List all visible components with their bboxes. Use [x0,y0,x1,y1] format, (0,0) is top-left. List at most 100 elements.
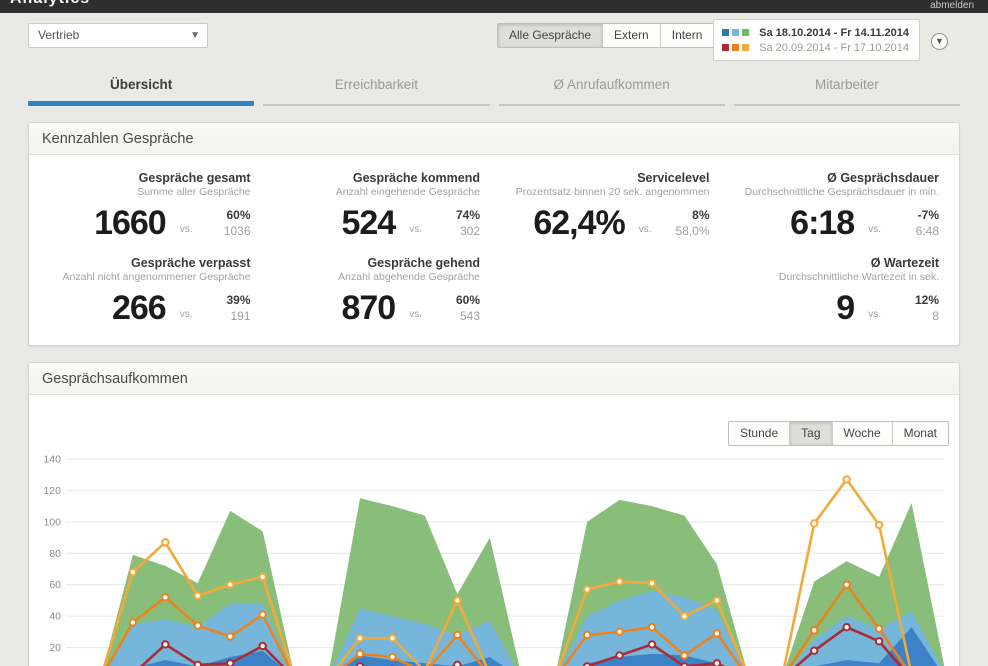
kpi-value: 62,4% [533,204,625,242]
kpi-gesprache-gesamt: Gespräche gesamt Summe aller Gespräche 166… [39,171,251,242]
chevron-down-icon: ▼ [190,30,200,41]
kpi-panel-title: Kennzahlen Gespräche [29,123,959,155]
calltype-button-extern[interactable]: Extern [602,24,660,47]
kpi-previous-value: 58,0% [675,224,710,238]
kpi-grid: Gespräche gesamt Summe aller Gespräche 166… [29,155,959,345]
top-bar: Analytics abmelden [0,0,988,13]
calltype-button-intern[interactable]: Intern [659,24,714,47]
tab-label: Übersicht [109,77,173,92]
kpi-value: 266 [111,289,167,327]
call-type-button-group: Alle Gespräche Extern Intern [497,23,715,48]
kpi-value: 870 [341,289,396,327]
svg-text:40: 40 [49,611,61,623]
kpi-subtitle: Anzahl abgehende Gespräche [338,271,480,283]
kpi-change-percent: -7% [917,208,939,222]
date-range-row[interactable]: Sa 18.10.2014 - Fr 14.11.2014 [722,25,909,40]
tab-mitarbeiter[interactable]: Mitarbeiter [733,71,960,106]
tab-erreichbarkeit[interactable]: Erreichbarkeit [263,71,490,106]
kpi-servicelevel: Servicelevel Prozentsatz binnen 20 sek. a… [498,171,710,240]
kpi-subtitle: Durchschnittliche Wartezeit in sek. [778,271,939,283]
app-title: Analytics [10,0,90,8]
filter-row: Vertrieb ▼ Alle Gespräche Extern Intern Sa… [28,13,960,65]
kpi-subtitle: Anzahl eingehende Gespräche [335,186,480,198]
tab-bar: Übersicht Erreichbarkeit Ø Anrufaufkommen M… [28,71,960,106]
kpi-change-percent: 8% [692,208,710,222]
chart-panel-title: Gesprächsaufkommen [29,363,959,395]
kpi-previous-value: 6:48 [915,224,939,238]
svg-text:100: 100 [43,516,61,528]
logout-link[interactable]: abmelden [930,0,974,11]
kpi-title: Ø Gesprächsdauer [827,171,939,185]
call-volume-chart: 02040608010012014018.Okt21.Okt24.Okt27.O… [38,454,950,666]
kpi-wartezeit: Ø Wartezeit Durchschnittliche Wartezeit i… [727,256,939,325]
kpi-value: 1660 [94,204,167,242]
interval-button-tag[interactable]: Tag [789,422,832,445]
svg-text:80: 80 [49,548,61,560]
interval-button-monat[interactable]: Monat [891,422,948,445]
kpi-title: Gespräche gesamt [138,171,251,185]
date-range-row[interactable]: Sa 20.09.2014 - Fr 17.10.2014 [722,40,909,55]
kpi-previous-value: 302 [459,224,480,238]
tab-label: Ø Anrufaufkommen [553,77,670,92]
kpi-change-percent: 60% [226,208,251,222]
color-swatch-icon [722,44,730,51]
color-swatch-icon [732,29,740,36]
kpi-value: 6:18 [790,204,855,242]
kpi-subtitle: Durchschnittliche Gesprächsdauer in min. [744,186,939,198]
kpi-previous-value: 543 [459,309,480,323]
tab-underline [263,104,490,106]
kpi-value: 9 [836,289,855,327]
kpi-title: Ø Wartezeit [870,256,939,270]
kpi-title: Servicelevel [637,171,710,185]
svg-text:120: 120 [43,485,61,497]
kpi-gesprachsdauer: Ø Gesprächsdauer Durchschnittliche Gesprä… [727,171,939,240]
tab-label: Erreichbarkeit [334,77,419,92]
kpi-subtitle: Anzahl nicht angenommener Gespräche [62,271,251,283]
kpi-previous-value: 8 [932,309,939,323]
kpi-vs-label: vs. [409,223,422,235]
kpi-previous-value: 1036 [223,224,251,238]
kpi-subtitle: Summe aller Gespräche [137,186,251,198]
kpi-title: Gespräche gehend [367,256,480,270]
kpi-vs-label: vs. [868,223,881,235]
kpi-change-percent: 60% [455,293,480,307]
kpi-vs-label: vs. [179,223,193,235]
kpi-vs-label: vs. [179,308,193,320]
kpi-subtitle: Prozentsatz binnen 20 sek. angenommen [515,186,710,198]
kpi-change-percent: 39% [226,293,251,307]
team-select[interactable]: Vertrieb ▼ [28,23,208,48]
kpi-gesprache-verpasst: Gespräche verpasst Anzahl nicht angenomme… [39,256,251,325]
tab-underline [28,101,255,106]
kpi-gesprache-gehend: Gespräche gehend Anzahl abgehende Gespräc… [268,256,480,325]
kpi-title: Gespräche verpasst [130,256,251,270]
interval-button-group: Stunde Tag Woche Monat [728,421,949,446]
kpi-previous-value: 191 [230,309,251,323]
kpi-value: 524 [341,204,396,242]
calltype-button-alle-gesprache[interactable]: Alle Gespräche [498,24,603,47]
color-swatch-icon [742,44,750,51]
tab-underline [498,104,725,106]
kpi-change-percent: 74% [455,208,480,222]
kpi-vs-label: vs. [868,308,881,320]
chevron-down-icon: ▼ [935,36,944,46]
kpi-gesprache-kommend: Gespräche kommend Anzahl eingehende Gespr… [268,171,480,240]
date-range-label: Sa 18.10.2014 - Fr 14.11.2014 [759,26,909,39]
date-range-label: Sa 20.09.2014 - Fr 17.10.2014 [759,41,909,54]
interval-button-woche[interactable]: Woche [831,422,892,445]
date-picker-expand-button[interactable]: ▼ [931,33,948,50]
interval-button-stunde[interactable]: Stunde [729,422,790,445]
tab-anrufaufkommen[interactable]: Ø Anrufaufkommen [498,71,725,106]
tab-label: Mitarbeiter [814,77,879,92]
kpi-change-percent: 12% [914,293,939,307]
tab-underline [733,104,960,106]
color-swatch-icon [732,44,740,51]
kpi-title: Gespräche kommend [352,171,480,185]
date-range-legend[interactable]: Sa 18.10.2014 - Fr 14.11.2014 Sa 20.09.20… [713,19,920,61]
color-swatch-icon [722,29,730,36]
svg-text:60: 60 [49,579,61,591]
tab-ubersicht[interactable]: Übersicht [28,71,255,106]
kpi-vs-label: vs. [638,223,652,235]
team-select-value: Vertrieb [38,28,80,42]
